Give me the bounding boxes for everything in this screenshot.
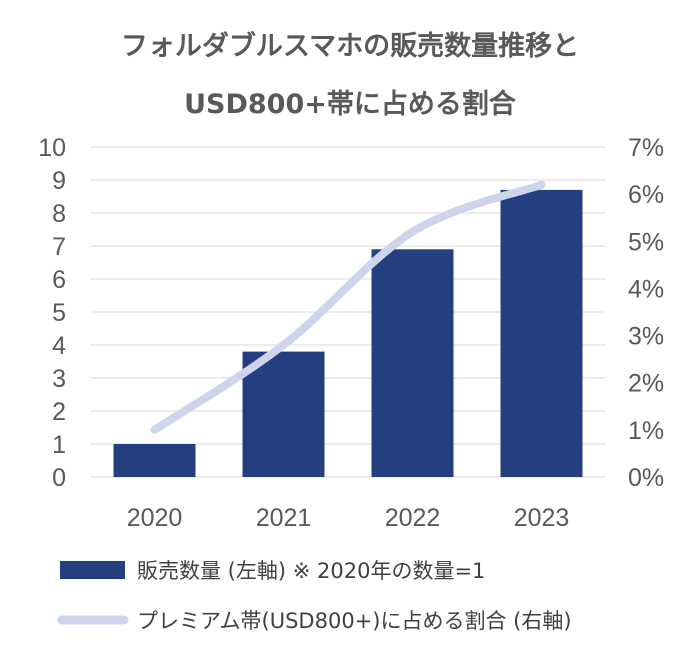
right-tick-label: 4% <box>628 275 664 303</box>
right-tick-label: 5% <box>628 228 664 256</box>
share-line <box>150 180 546 434</box>
left-tick-label: 3 <box>52 365 66 393</box>
right-tick-label: 2% <box>628 370 664 398</box>
legend-line-label: プレミアム帯(USD800+)に占める割合 (右軸) <box>137 609 572 633</box>
right-tick-label: 7% <box>628 134 664 162</box>
chart-title-line2: USD800+帯に占める割合 <box>184 89 516 120</box>
left-tick-label: 1 <box>52 431 66 459</box>
bar-2021 <box>242 351 325 477</box>
left-tick-label: 10 <box>38 134 66 162</box>
right-tick-label: 0% <box>628 464 664 492</box>
bar-series <box>113 189 583 477</box>
right-tick-label: 1% <box>628 417 664 445</box>
left-tick-label: 7 <box>52 233 66 261</box>
left-axis: 0 1 2 3 4 5 6 7 8 9 10 <box>38 134 66 492</box>
x-tick-label: 2023 <box>514 504 570 532</box>
x-tick-label: 2020 <box>127 504 183 532</box>
right-axis: 0% 1% 2% 3% 4% 5% 6% 7% <box>628 134 664 492</box>
left-tick-label: 8 <box>52 200 66 228</box>
left-tick-label: 0 <box>52 464 66 492</box>
left-tick-label: 9 <box>52 167 66 195</box>
x-tick-label: 2022 <box>385 504 441 532</box>
x-axis: 2020 2021 2022 2023 <box>127 504 570 532</box>
right-tick-label: 3% <box>628 323 664 351</box>
legend: 販売数量 (左軸) ※ 2020年の数量=1 プレミアム帯(USD800+)に占… <box>57 559 572 633</box>
left-tick-label: 4 <box>52 332 66 360</box>
legend-bar-swatch <box>60 561 125 579</box>
legend-bar-label: 販売数量 (左軸) ※ 2020年の数量=1 <box>137 559 485 583</box>
bar-2020 <box>113 444 196 477</box>
left-tick-label: 5 <box>52 299 66 327</box>
right-tick-label: 6% <box>628 181 664 209</box>
left-tick-label: 6 <box>52 266 66 294</box>
bar-2022 <box>371 249 454 477</box>
line-series <box>150 180 546 434</box>
x-tick-label: 2021 <box>256 504 312 532</box>
left-tick-label: 2 <box>52 398 66 426</box>
chart-title-line1: フォルダブルスマホの販売数量推移と <box>120 31 580 62</box>
bar-2023 <box>500 189 583 477</box>
